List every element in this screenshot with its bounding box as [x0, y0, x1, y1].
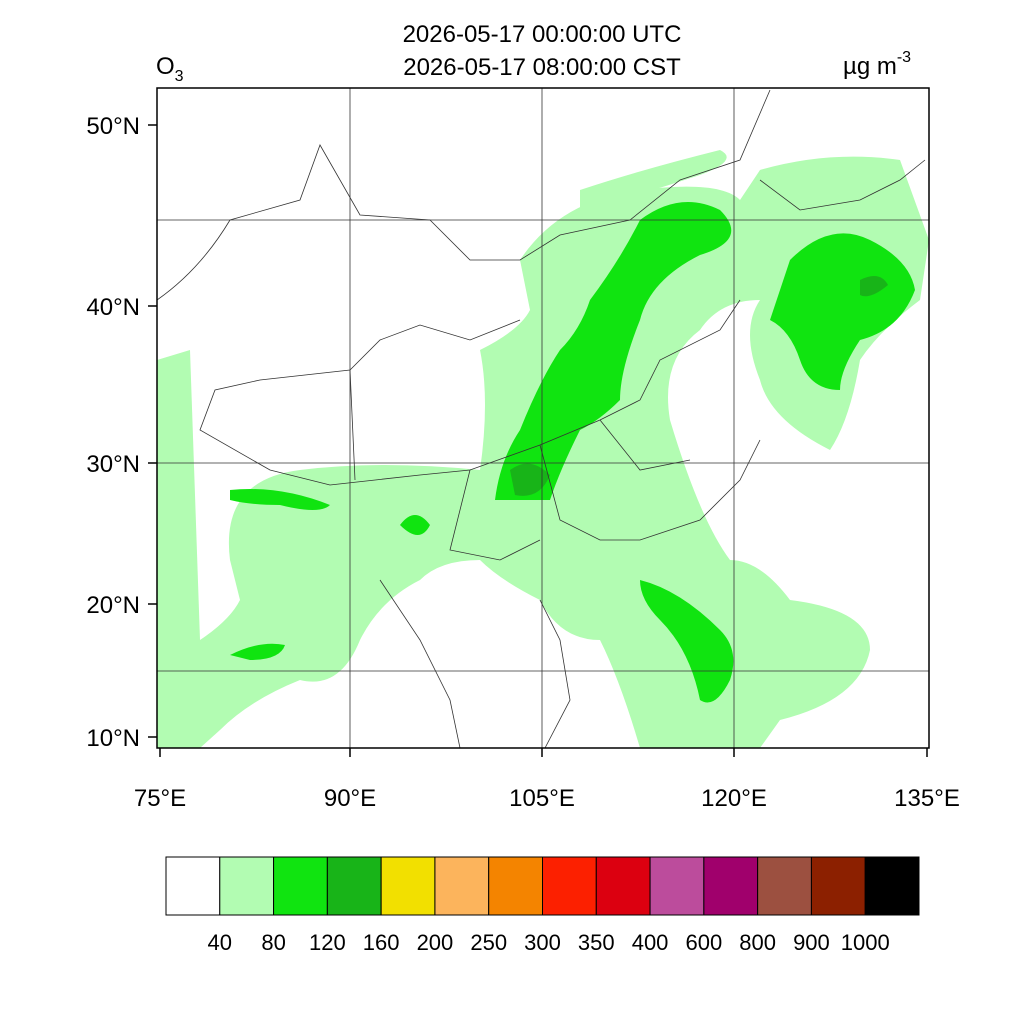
- colorbar-label: 250: [470, 930, 507, 955]
- lat-label: 10°N: [86, 725, 140, 752]
- colorbar-label: 200: [417, 930, 454, 955]
- units-exponent: -3: [897, 49, 911, 66]
- variable-name: O: [156, 53, 175, 80]
- map-frame: [156, 87, 930, 749]
- colorbar-label: 800: [739, 930, 776, 955]
- ticks: [148, 124, 928, 757]
- colorbar-swatch: [434, 856, 490, 916]
- colorbar-swatch: [326, 856, 382, 916]
- colorbar-swatch: [810, 856, 866, 916]
- variable-subscript: 3: [175, 68, 184, 85]
- colorbar-swatch: [649, 856, 705, 916]
- units-base: µg m: [843, 53, 897, 80]
- colorbar-label: 900: [793, 930, 830, 955]
- colorbar-swatch: [864, 856, 920, 916]
- ozone-80-120: [230, 643, 285, 660]
- lon-label: 105°E: [509, 785, 575, 812]
- ozone-80-120: [495, 202, 732, 500]
- colorbar-label: 40: [208, 930, 232, 955]
- ozone-40-80: [580, 150, 727, 210]
- lat-label: 50°N: [86, 113, 140, 140]
- colorbar-swatch: [380, 856, 436, 916]
- variable-label: O3: [156, 53, 184, 85]
- title-utc: 2026-05-17 00:00:00 UTC: [403, 21, 682, 48]
- ozone-80-120: [640, 580, 734, 703]
- title-cst: 2026-05-17 08:00:00 CST: [403, 54, 681, 81]
- colorbar-label: 1000: [841, 930, 890, 955]
- colorbar-label: 300: [524, 930, 561, 955]
- lon-label: 135°E: [894, 785, 960, 812]
- colorbar-swatch: [757, 856, 812, 916]
- ozone-120-160: [860, 276, 888, 297]
- ozone-80-120: [770, 233, 915, 390]
- colorbar-label: 80: [261, 930, 285, 955]
- lon-label: 90°E: [324, 785, 376, 812]
- ozone-80-120: [400, 515, 430, 535]
- colorbar-swatch: [542, 856, 597, 916]
- colorbar: 40 80 120 160 200 250 300 350 400 600 800 900 1000: [165, 856, 920, 955]
- colorbar-swatch: [595, 856, 651, 916]
- units-label: µg m-3: [843, 49, 911, 80]
- graticule: [157, 88, 929, 748]
- colorbar-swatch: [703, 856, 759, 916]
- ozone-120-160: [510, 463, 550, 496]
- colorbar-swatch: [165, 856, 221, 916]
- lat-label: 30°N: [86, 451, 140, 478]
- colorbar-label: 120: [309, 930, 346, 955]
- lon-label: 75°E: [134, 785, 186, 812]
- lat-label: 20°N: [86, 592, 140, 619]
- lat-label: 40°N: [86, 294, 140, 321]
- colorbar-label: 160: [363, 930, 400, 955]
- ozone-80-120: [230, 489, 330, 510]
- colorbar-label: 600: [685, 930, 722, 955]
- lon-label: 120°E: [701, 785, 767, 812]
- map-area: 50°N 40°N 30°N 20°N 10°N 75°E 90°E 105°E…: [86, 87, 960, 812]
- colorbar-swatch: [273, 856, 328, 916]
- colorbar-label: 400: [632, 930, 669, 955]
- colorbar-swatch: [488, 856, 544, 916]
- ozone-fields: [157, 150, 929, 748]
- colorbar-label: 350: [578, 930, 615, 955]
- colorbar-swatch: [219, 856, 275, 916]
